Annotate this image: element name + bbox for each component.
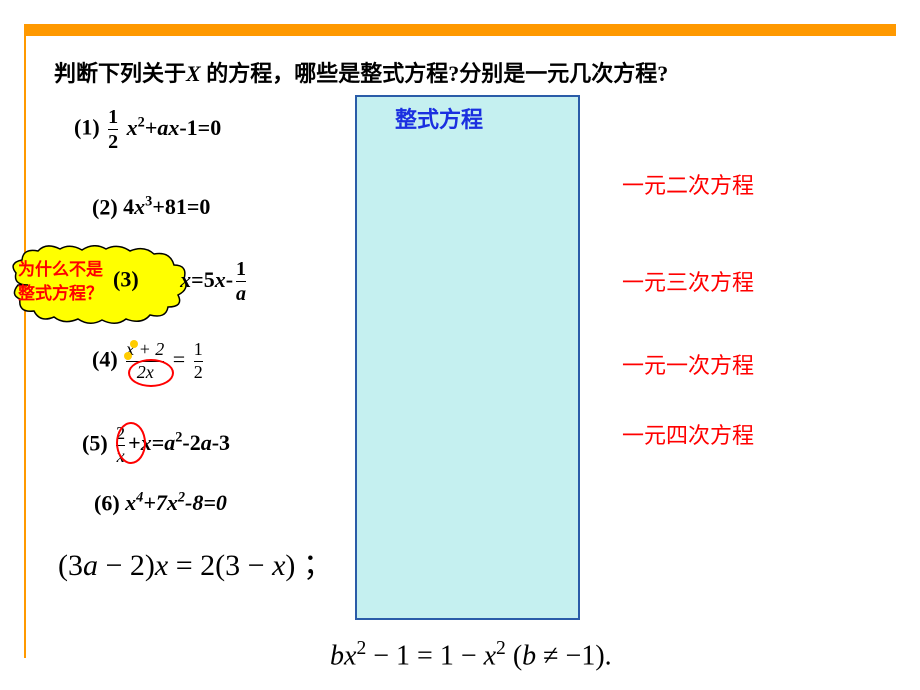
eq3-fraction: 1 a — [236, 258, 246, 305]
cloud-text: 为什么不是 整式方程？ — [18, 258, 103, 306]
eq4-num: (4) — [92, 346, 118, 371]
equation-2: (2) 4x3+81=0 — [92, 194, 210, 220]
title-suffix: 的方程，哪些是整式方程?分别是一元几次方程? — [201, 61, 669, 86]
eq3-num: (3) — [113, 267, 139, 292]
equation-1: (1) 1 2 x2+ax-1=0 — [74, 106, 221, 153]
equation-5: (5) 2 x +x=a2-2a-3 — [82, 424, 230, 467]
eq1-fraction: 1 2 — [108, 106, 118, 153]
question-title: 判断下列关于X 的方程，哪些是整式方程?分别是一元几次方程? — [54, 56, 668, 88]
red-label-2: 一元三次方程 — [622, 265, 754, 297]
red-circle-eq4 — [128, 359, 174, 387]
eq5-num: (5) — [82, 430, 108, 455]
eq4-fraction-2: 1 2 — [194, 340, 203, 383]
title-prefix: 判断下列关于 — [54, 61, 186, 86]
eq6-num: (6) — [94, 490, 120, 515]
cloud-line2: 整式方程？ — [18, 284, 103, 303]
eq4-equals: = — [173, 346, 191, 371]
red-label-4: 一元四次方程 — [622, 418, 754, 450]
equation-3: (3) x=5x- 1 a — [113, 258, 249, 305]
integer-equation-title: 整式方程 — [395, 102, 483, 134]
red-circle-eq5 — [116, 422, 146, 464]
eq2-num: (2) — [92, 194, 118, 219]
cloud-line1: 为什么不是 — [18, 260, 103, 279]
title-var: X — [186, 61, 201, 86]
eq3-mid: x=5x- — [180, 267, 233, 292]
eq6-rest: x4+7x2-8=0 — [120, 490, 227, 515]
dot-2 — [124, 352, 132, 360]
eq2-rest: 4x3+81=0 — [118, 194, 211, 219]
eq1-num: (1) — [74, 115, 100, 140]
red-label-1: 一元二次方程 — [622, 168, 754, 200]
dot-1 — [130, 340, 138, 348]
bottom-equation-1: (3a − 2)x = 2(3 − x) ； — [58, 540, 333, 584]
bottom-equation-2: bx2 − 1 = 1 − x2 (b ≠ −1). — [330, 638, 612, 672]
eq1-rest: x2+ax-1=0 — [121, 115, 221, 140]
equation-6: (6) x4+7x2-8=0 — [94, 490, 227, 516]
integer-equation-box — [355, 95, 580, 620]
red-label-3: 一元一次方程 — [622, 348, 754, 380]
